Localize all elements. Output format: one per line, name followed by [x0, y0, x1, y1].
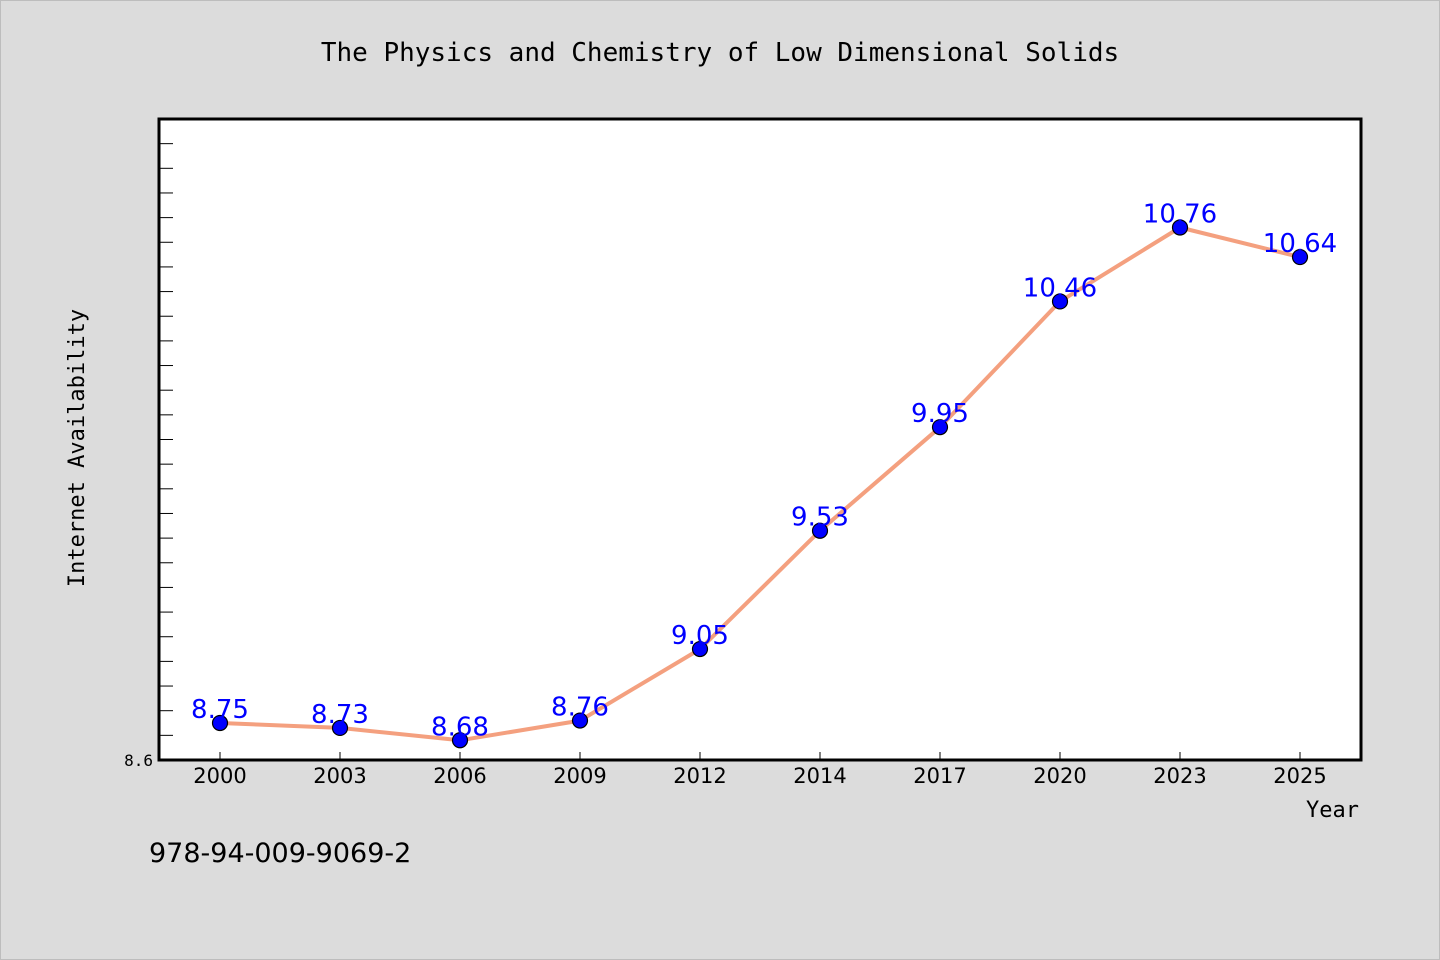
- data-label: 8.68: [431, 712, 489, 742]
- data-label: 9.05: [671, 621, 729, 651]
- data-point: [1291, 248, 1309, 266]
- data-point: [1171, 219, 1189, 236]
- x-axis-label: Year: [1306, 798, 1359, 823]
- data-label: 8.73: [311, 700, 369, 730]
- x-tick-label: 2023: [1153, 764, 1206, 788]
- data-label: 9.95: [911, 399, 969, 429]
- x-tick-label: 2009: [553, 764, 606, 788]
- x-tick-label: 2025: [1273, 764, 1326, 788]
- data-point: [331, 719, 349, 737]
- data-markers: [211, 219, 1309, 749]
- x-tick-label: 2020: [1033, 764, 1086, 788]
- data-point: [211, 714, 229, 732]
- data-label: 10.64: [1263, 229, 1337, 259]
- data-point: [451, 732, 469, 749]
- x-tick-label: 2012: [673, 764, 726, 788]
- data-point: [931, 419, 949, 436]
- data-point: [571, 712, 589, 729]
- x-tick-label: 2006: [433, 764, 486, 788]
- data-label: 8.76: [551, 693, 609, 723]
- plot-area: [157, 117, 1363, 762]
- y-tick-label: 8.6: [124, 751, 153, 770]
- data-point: [691, 640, 709, 658]
- x-tick-label: 2014: [793, 764, 846, 788]
- data-label: 8.75: [191, 695, 249, 725]
- x-axis-ticks: 2000 2003 2006 2009 2012 2014 2017 2020 2023 2025: [193, 752, 1327, 788]
- chart-title: The Physics and Chemistry of Low Dimensi…: [321, 38, 1119, 68]
- data-labels: 8.75 8.73 8.68 8.76 9.05 9.53 9.95 10.46 10.76 10…: [191, 199, 1337, 742]
- x-tick-label: 2000: [193, 764, 246, 788]
- data-label: 9.53: [791, 503, 849, 533]
- data-label: 10.46: [1023, 273, 1097, 303]
- isbn-annotation: 978-94-009-9069-2: [149, 838, 411, 869]
- data-point: [811, 522, 829, 539]
- x-tick-label: 2003: [313, 764, 366, 788]
- data-label: 10.76: [1143, 199, 1217, 229]
- data-point: [1051, 293, 1069, 310]
- series-line: [218, 225, 1302, 743]
- y-axis-label: Internet Availability: [65, 309, 90, 587]
- y-axis-ticks: 8.6: [124, 143, 173, 770]
- x-tick-label: 2017: [913, 764, 966, 788]
